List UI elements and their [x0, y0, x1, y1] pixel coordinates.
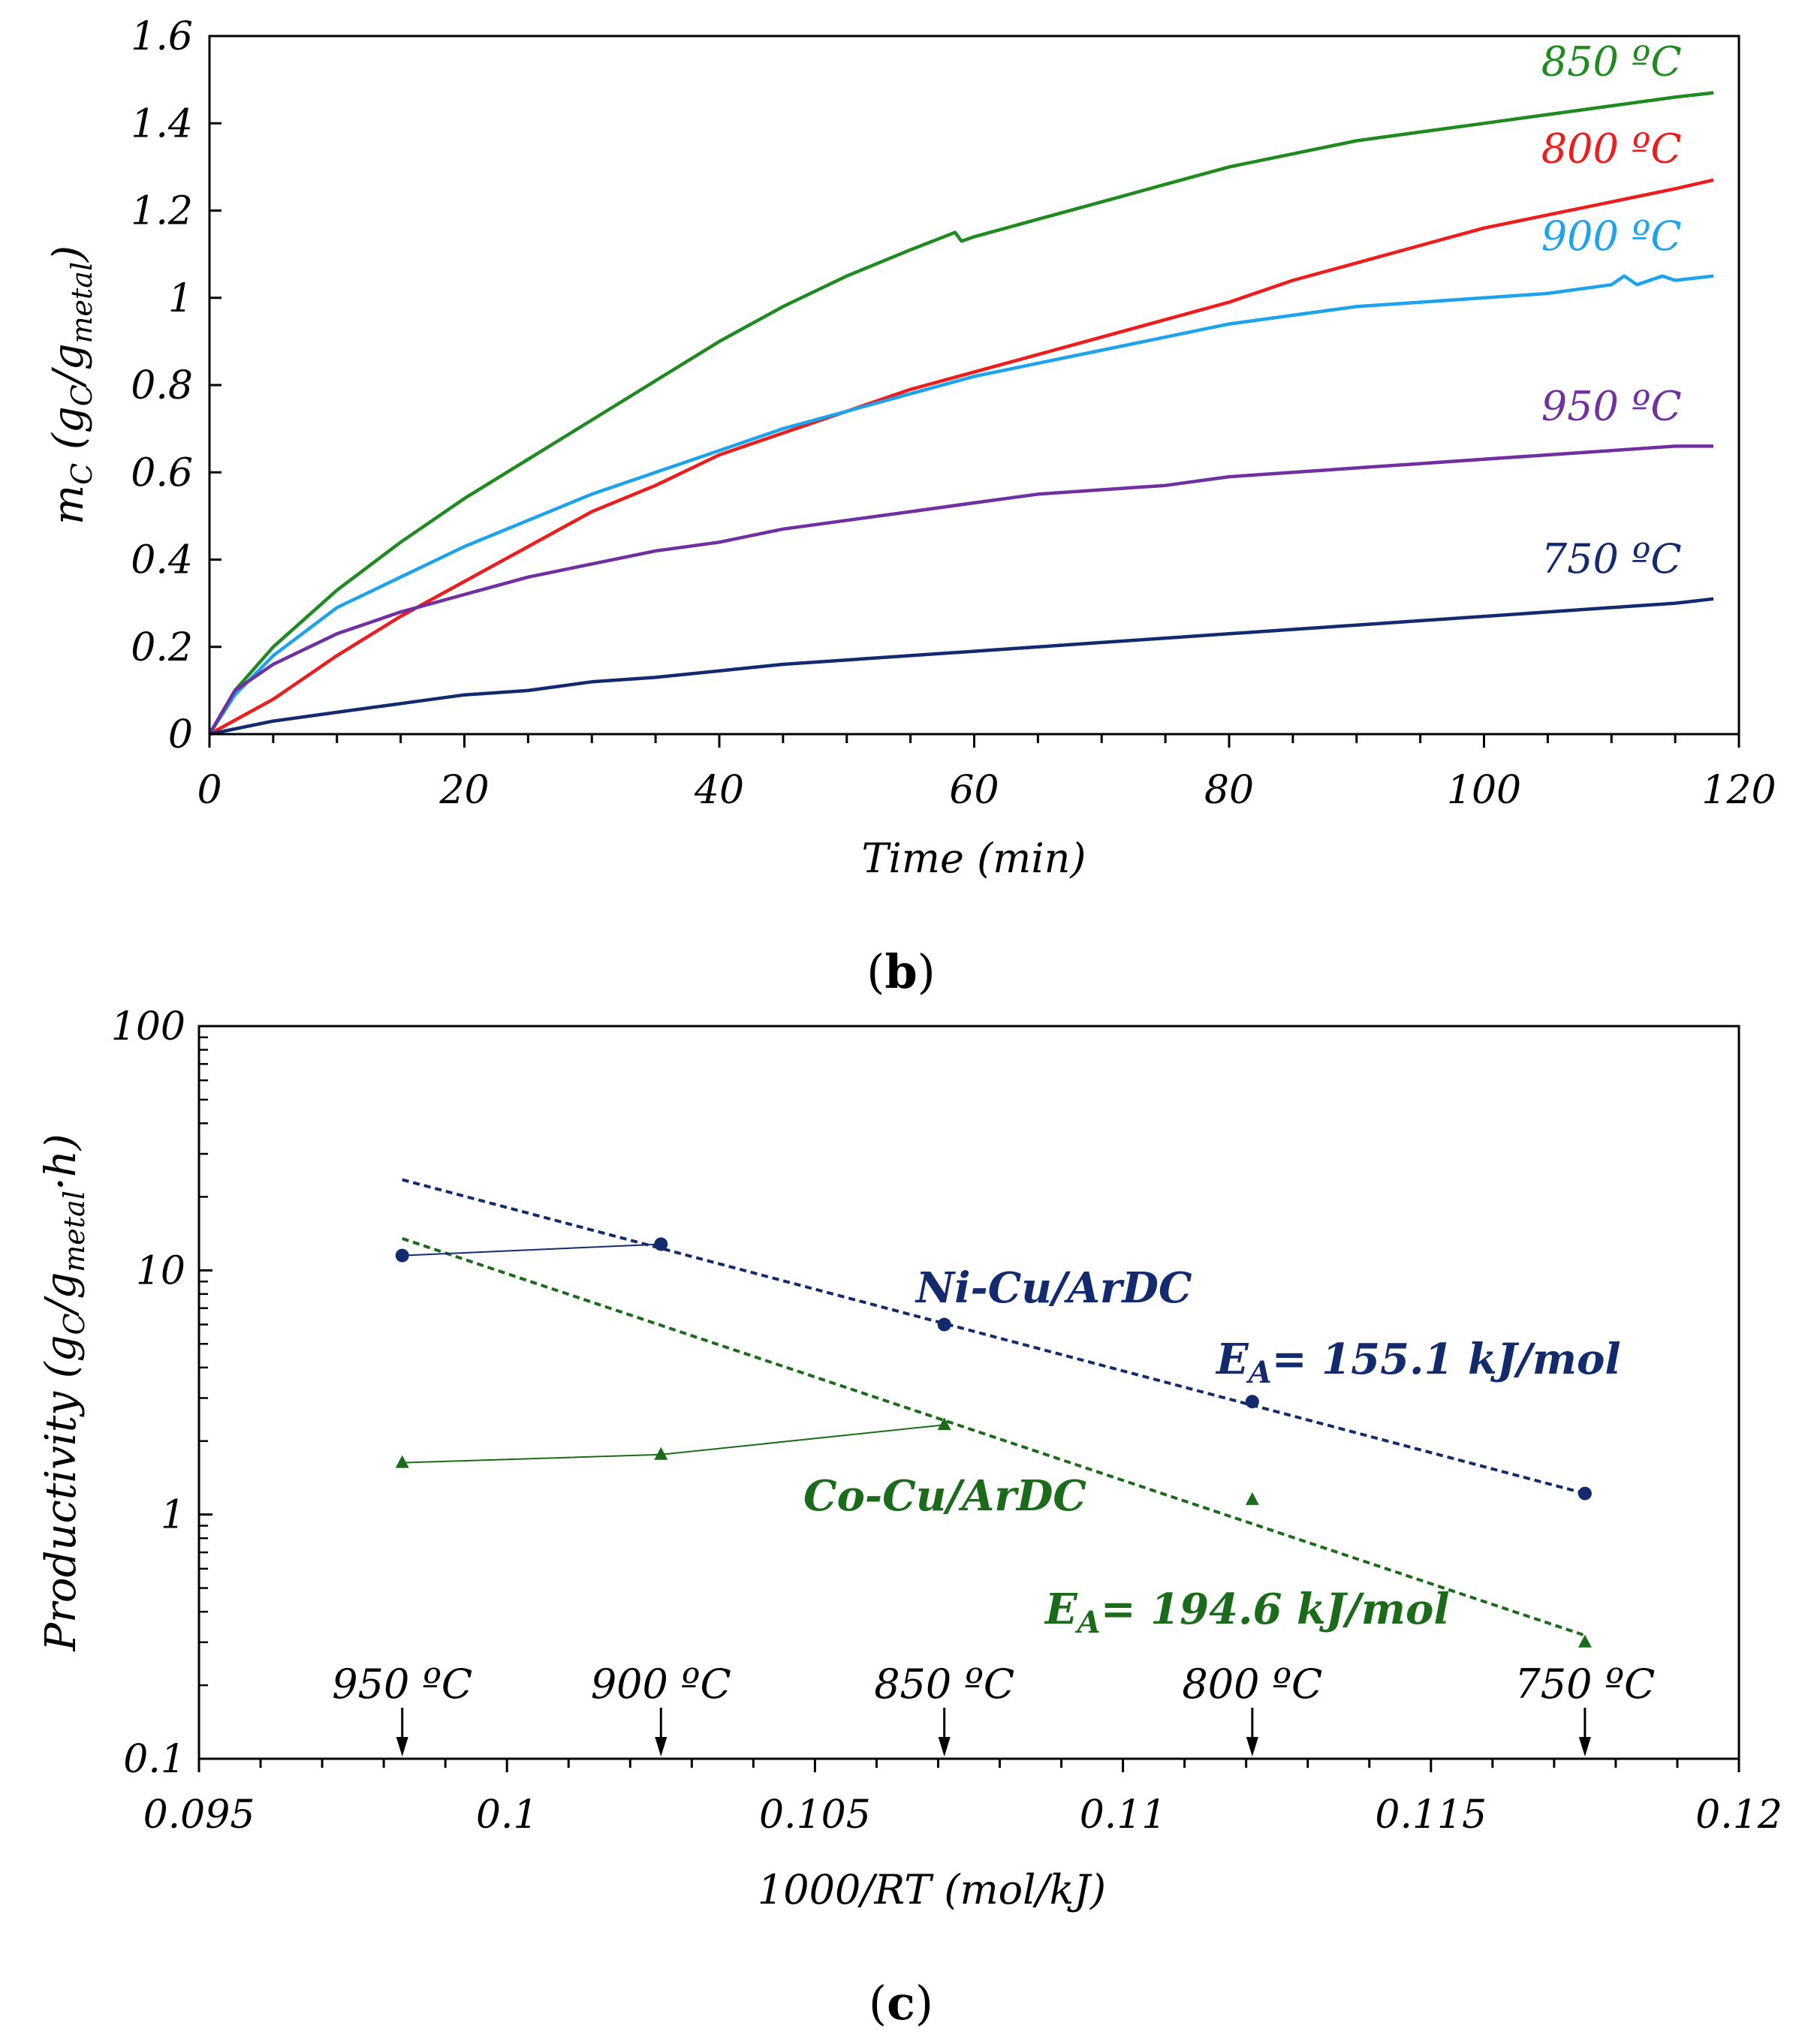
b-series-line — [209, 597, 1714, 736]
c-data-point — [1245, 1492, 1259, 1505]
b-y-axis-label: mC (gC/gmetal) — [44, 245, 98, 525]
b-y-tick-label: 1.6 — [131, 14, 193, 59]
b-series-label: 800 ºC — [1541, 125, 1682, 173]
b-x-tick-label: 60 — [949, 768, 999, 813]
c-data-point — [937, 1317, 951, 1332]
c-data-point — [1578, 1486, 1592, 1501]
c-y-tick-label: 1 — [161, 1493, 185, 1538]
c-data-point — [1578, 1634, 1592, 1648]
c-data-point — [937, 1417, 951, 1431]
b-x-tick-label: 120 — [1701, 768, 1776, 813]
c-temperature-label: 900 ºC — [591, 1660, 731, 1708]
c-fit-line — [402, 1178, 1586, 1495]
b-plot-frame — [208, 35, 1740, 736]
b-series-line — [208, 178, 1714, 736]
co-activation-energy: EA= 194.6 kJ/mol — [1044, 1585, 1450, 1640]
svg-text:Productivity (gC/gmetal·h): Productivity (gC/gmetal·h) — [37, 1133, 91, 1651]
b-y-tick-label: 0 — [168, 712, 193, 757]
b-x-tick-label: 100 — [1447, 768, 1521, 813]
ni-activation-energy: EA= 155.1 kJ/mol — [1215, 1335, 1621, 1390]
panel-b-chart: 850 ºC 800 ºC 900 ºC 950 ºC 750 ºC 0 0.2 0.4 0.… — [44, 14, 1776, 999]
c-data-point — [395, 1455, 409, 1468]
c-y-tick-label: 10 — [136, 1248, 185, 1293]
b-series-label: 950 ºC — [1541, 383, 1682, 430]
c-x-tick-label: 0.115 — [1375, 1793, 1487, 1838]
c-temperature-label: 950 ºC — [332, 1660, 472, 1708]
c-y-axis-label: Productivity (gC/gmetal·h) — [37, 1133, 91, 1651]
b-y-tick-label: 1.2 — [131, 189, 193, 234]
b-y-tick-label: 0.4 — [131, 538, 193, 583]
c-temperature-label: 750 ºC — [1514, 1660, 1655, 1708]
c-x-tick-label: 0.1 — [476, 1793, 538, 1838]
c-temperature-arrowhead — [1246, 1737, 1258, 1757]
b-series-line — [208, 91, 1714, 736]
ni-series-label: Ni-Cu/ArDC — [915, 1263, 1192, 1313]
c-temperature-arrowhead — [938, 1737, 951, 1757]
c-data-point — [395, 1248, 409, 1263]
c-panel-label: (c) — [869, 1976, 933, 2030]
c-plot-frame — [197, 1025, 1740, 1760]
b-series-label: 900 ºC — [1541, 212, 1682, 260]
b-series-line — [208, 444, 1714, 736]
b-y-tick-label: 1 — [168, 276, 193, 321]
co-series-label: Co-Cu/ArDC — [803, 1471, 1086, 1521]
c-y-tick-label: 100 — [111, 1004, 185, 1049]
b-y-tick-label: 0.8 — [131, 363, 193, 408]
c-x-tick-label: 0.095 — [143, 1793, 255, 1838]
c-y-tick-label: 0.1 — [123, 1737, 185, 1782]
c-temperature-arrowhead — [655, 1737, 667, 1757]
c-x-axis-label: 1000/RT (mol/kJ) — [758, 1866, 1106, 1913]
c-fit-line — [402, 1237, 1586, 1637]
b-series-label: 850 ºC — [1541, 38, 1682, 85]
c-connector-line — [402, 1424, 945, 1464]
c-temperature-arrowhead — [396, 1737, 408, 1757]
b-x-tick-label: 80 — [1204, 768, 1254, 813]
c-temperature-arrowhead — [1578, 1737, 1591, 1757]
b-series-label: 750 ºC — [1541, 535, 1682, 582]
c-temperature-label: 850 ºC — [874, 1660, 1014, 1708]
c-data-point — [1245, 1395, 1259, 1409]
svg-text:mC (gC/gmetal): mC (gC/gmetal) — [44, 245, 98, 525]
b-panel-label: (b) — [866, 944, 936, 999]
b-x-tick-label: 40 — [694, 768, 744, 813]
b-x-axis-label: Time (min) — [861, 835, 1086, 882]
c-x-tick-label: 0.12 — [1695, 1793, 1782, 1838]
c-data-point — [654, 1446, 668, 1460]
b-x-tick-label: 20 — [438, 768, 489, 813]
b-series-line — [208, 274, 1714, 736]
c-temperature-label: 800 ºC — [1182, 1660, 1322, 1708]
b-y-tick-label: 0.6 — [131, 450, 193, 495]
b-y-tick-label: 0.2 — [131, 625, 193, 670]
c-x-tick-label: 0.11 — [1080, 1793, 1167, 1838]
b-x-tick-label: 0 — [197, 768, 221, 813]
c-data-point — [654, 1237, 668, 1251]
c-connector-line — [402, 1243, 661, 1257]
b-y-tick-label: 1.4 — [131, 101, 193, 146]
c-x-tick-label: 0.105 — [759, 1793, 871, 1838]
